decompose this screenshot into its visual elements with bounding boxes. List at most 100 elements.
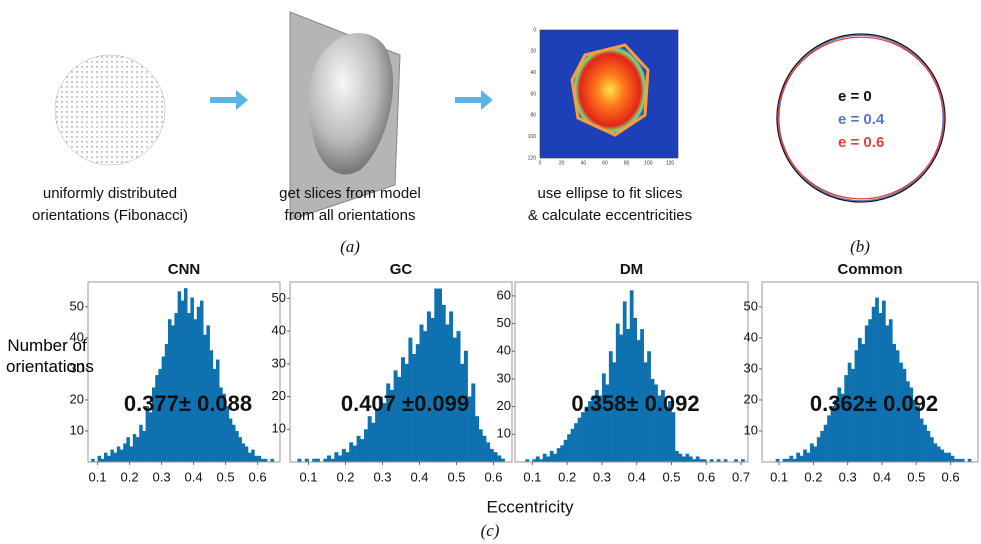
bar: [567, 434, 571, 462]
x-tick-label: 0.3: [839, 469, 857, 484]
y-tick-label: 20: [272, 388, 286, 403]
bar: [349, 442, 353, 462]
bar: [104, 453, 108, 462]
bar: [136, 437, 140, 462]
bar: [800, 456, 804, 462]
x-axis-label: Eccentricity: [487, 497, 574, 516]
annotation: 0.362± 0.092: [810, 391, 938, 416]
bar: [796, 453, 800, 462]
bar: [254, 456, 258, 462]
x-tick-label: 0.2: [121, 469, 139, 484]
heatmap-tick: 60: [602, 160, 608, 166]
bar: [123, 443, 127, 462]
bar: [482, 436, 486, 462]
bar: [434, 289, 438, 462]
y-tick-label: 50: [272, 290, 286, 305]
bar: [187, 313, 191, 462]
bar: [174, 313, 178, 462]
bar: [557, 448, 561, 462]
x-tick-label: 0.1: [89, 469, 107, 484]
bar: [149, 412, 153, 462]
heatmap-tick: 0: [533, 27, 536, 33]
bar: [107, 456, 111, 462]
step-caption: orientations (Fibonacci): [32, 207, 188, 224]
bar: [375, 410, 379, 462]
bar: [951, 456, 955, 462]
x-tick-label: 0.1: [299, 469, 317, 484]
y-tick-label: 20: [744, 391, 758, 406]
ellipse-label: e = 0.4: [838, 111, 885, 128]
chart-title: CNN: [168, 261, 201, 278]
x-tick-label: 0.6: [942, 469, 960, 484]
y-tick-label: 30: [272, 355, 286, 370]
bar: [475, 416, 479, 462]
bar: [671, 412, 675, 462]
bar: [789, 456, 793, 462]
y-tick-label: 50: [70, 298, 84, 313]
x-tick-label: 0.7: [732, 469, 750, 484]
chart-title: DM: [620, 261, 643, 278]
bar: [346, 452, 350, 462]
x-tick-label: 0.5: [907, 469, 925, 484]
bar: [940, 450, 944, 462]
bar: [536, 456, 540, 462]
bar: [235, 431, 239, 462]
bar: [184, 288, 188, 462]
ellipse-label: e = 0: [838, 88, 872, 105]
step-caption: from all orientations: [285, 207, 416, 224]
bar: [923, 425, 927, 462]
bar: [623, 301, 627, 462]
x-tick-label: 0.1: [770, 469, 788, 484]
bar: [937, 446, 941, 462]
heatmap-tick: 20: [559, 160, 565, 166]
bar: [927, 431, 931, 462]
bar: [242, 443, 246, 462]
bar: [844, 375, 848, 462]
bar: [397, 377, 401, 462]
bar: [229, 419, 233, 462]
fibonacci-sphere: [55, 55, 165, 165]
heatmap-tick: 60: [530, 91, 536, 97]
bar: [920, 419, 924, 462]
bar: [245, 446, 249, 462]
bar: [394, 370, 398, 462]
bar: [120, 450, 124, 462]
x-tick-label: 0.4: [628, 469, 646, 484]
x-tick-label: 0.5: [217, 469, 235, 484]
bar: [602, 373, 606, 462]
y-tick-label: 40: [272, 323, 286, 338]
bar: [685, 454, 689, 462]
bar: [133, 434, 137, 462]
step-caption: get slices from model: [279, 185, 421, 202]
bar: [872, 307, 876, 462]
bar: [630, 290, 634, 462]
arrow: [210, 90, 248, 110]
bar: [258, 456, 262, 462]
bar: [190, 298, 194, 462]
bar: [479, 429, 483, 462]
bar: [371, 423, 375, 462]
bar: [114, 453, 118, 462]
bar: [947, 453, 951, 462]
x-tick-label: 0.4: [185, 469, 203, 484]
heatmap-tick: 120: [528, 155, 537, 161]
bar: [248, 453, 252, 462]
bar: [827, 415, 831, 462]
bar: [238, 437, 242, 462]
y-tick-label: 30: [744, 360, 758, 375]
bar: [820, 431, 824, 462]
bar: [574, 423, 578, 462]
bar: [364, 429, 368, 462]
bar: [813, 446, 817, 462]
figure: (b) (a) (c) Eccentricity uniformly distr…: [0, 0, 981, 544]
x-tick-label: 0.3: [593, 469, 611, 484]
step-caption: use ellipse to fit slices: [537, 185, 682, 202]
bar: [142, 431, 146, 462]
bar: [807, 453, 811, 462]
x-tick-label: 0.6: [484, 469, 502, 484]
heatmap-tick: 100: [528, 134, 537, 140]
bar: [675, 451, 679, 462]
bar: [486, 442, 490, 462]
bar: [197, 307, 201, 462]
x-tick-label: 0.5: [662, 469, 680, 484]
